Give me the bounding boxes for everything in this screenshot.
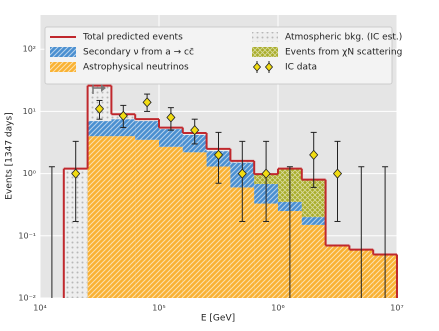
data-point xyxy=(261,168,271,179)
data-point xyxy=(166,112,176,123)
legend-swatch xyxy=(50,62,76,72)
legend-label: Astrophysical neutrinos xyxy=(83,63,189,73)
y-tick-label: 10⁻¹ xyxy=(18,231,36,240)
data-point xyxy=(71,168,81,179)
x-tick-label: 10⁷ xyxy=(390,304,403,313)
y-tick-label: 10² xyxy=(23,45,36,54)
legend-swatch xyxy=(252,62,262,72)
data-point xyxy=(94,103,105,114)
bar-segment xyxy=(182,152,207,298)
bar-segment xyxy=(159,129,183,147)
bar-segment xyxy=(301,179,326,218)
legend-label: Total predicted events xyxy=(82,33,183,43)
bar-segment xyxy=(87,121,112,137)
x-tick-label: 10⁴ xyxy=(33,304,46,313)
bar-segment xyxy=(301,224,326,298)
bar-segment xyxy=(159,146,183,298)
data-point xyxy=(190,125,200,136)
legend-box xyxy=(44,26,393,85)
data-point xyxy=(142,97,152,108)
legend-swatch xyxy=(252,32,278,42)
x-tick-label: 10⁵ xyxy=(152,304,165,313)
data-point xyxy=(118,110,128,121)
x-tick-label: 10⁶ xyxy=(271,304,284,313)
bar-segment xyxy=(135,121,159,140)
bar-segment xyxy=(135,139,159,298)
bar-segment xyxy=(206,166,231,298)
data-point xyxy=(309,149,319,160)
bar-segment xyxy=(230,187,255,298)
bar-segment xyxy=(254,203,278,298)
legend-swatch xyxy=(264,62,274,72)
bar-segment xyxy=(325,245,350,298)
legend-label: Secondary ν from a → cc̄ xyxy=(83,48,194,58)
legend-label: IC data xyxy=(285,63,317,73)
bar-segment xyxy=(87,136,112,298)
bar-segment xyxy=(111,136,136,298)
y-axis-label: Events [1347 days] xyxy=(5,112,15,199)
bar-segment xyxy=(63,168,88,298)
y-tick-label: 10⁰ xyxy=(23,169,36,178)
data-point xyxy=(237,168,247,179)
y-tick-label: 10⁻² xyxy=(18,294,36,303)
data-point xyxy=(213,149,224,160)
y-tick-label: 10¹ xyxy=(23,107,36,116)
legend-label: Atmospheric bkg. (IC est.) xyxy=(285,33,402,43)
bar-segment xyxy=(301,217,326,225)
legend-swatch xyxy=(50,47,76,57)
data-point xyxy=(332,168,343,179)
legend-swatch xyxy=(252,47,278,57)
legend-label: Events from χN scattering xyxy=(285,48,402,58)
x-axis-label: E [GeV] xyxy=(201,314,235,324)
